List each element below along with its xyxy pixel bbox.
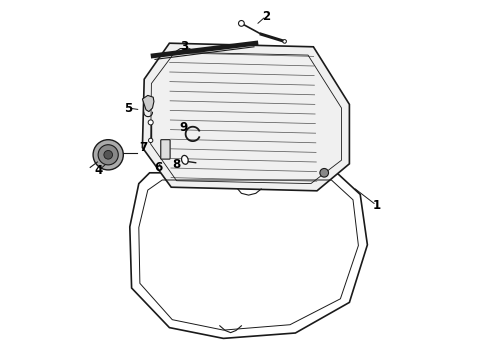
Circle shape bbox=[239, 21, 245, 26]
Polygon shape bbox=[143, 43, 349, 191]
Circle shape bbox=[283, 40, 286, 43]
Text: 3: 3 bbox=[180, 40, 188, 53]
Text: 8: 8 bbox=[172, 158, 180, 171]
Text: 2: 2 bbox=[262, 10, 270, 23]
Ellipse shape bbox=[181, 156, 188, 164]
Polygon shape bbox=[130, 173, 368, 338]
Circle shape bbox=[104, 150, 113, 159]
Text: 9: 9 bbox=[180, 121, 188, 134]
Circle shape bbox=[93, 140, 123, 170]
FancyBboxPatch shape bbox=[161, 140, 170, 159]
Circle shape bbox=[148, 120, 153, 125]
Text: 7: 7 bbox=[140, 141, 147, 154]
Text: 5: 5 bbox=[124, 102, 132, 114]
Circle shape bbox=[148, 138, 153, 143]
Text: 6: 6 bbox=[154, 161, 162, 174]
Circle shape bbox=[98, 145, 118, 165]
Circle shape bbox=[320, 168, 328, 177]
Text: 1: 1 bbox=[372, 199, 380, 212]
Text: 4: 4 bbox=[94, 165, 102, 177]
Polygon shape bbox=[143, 95, 154, 112]
